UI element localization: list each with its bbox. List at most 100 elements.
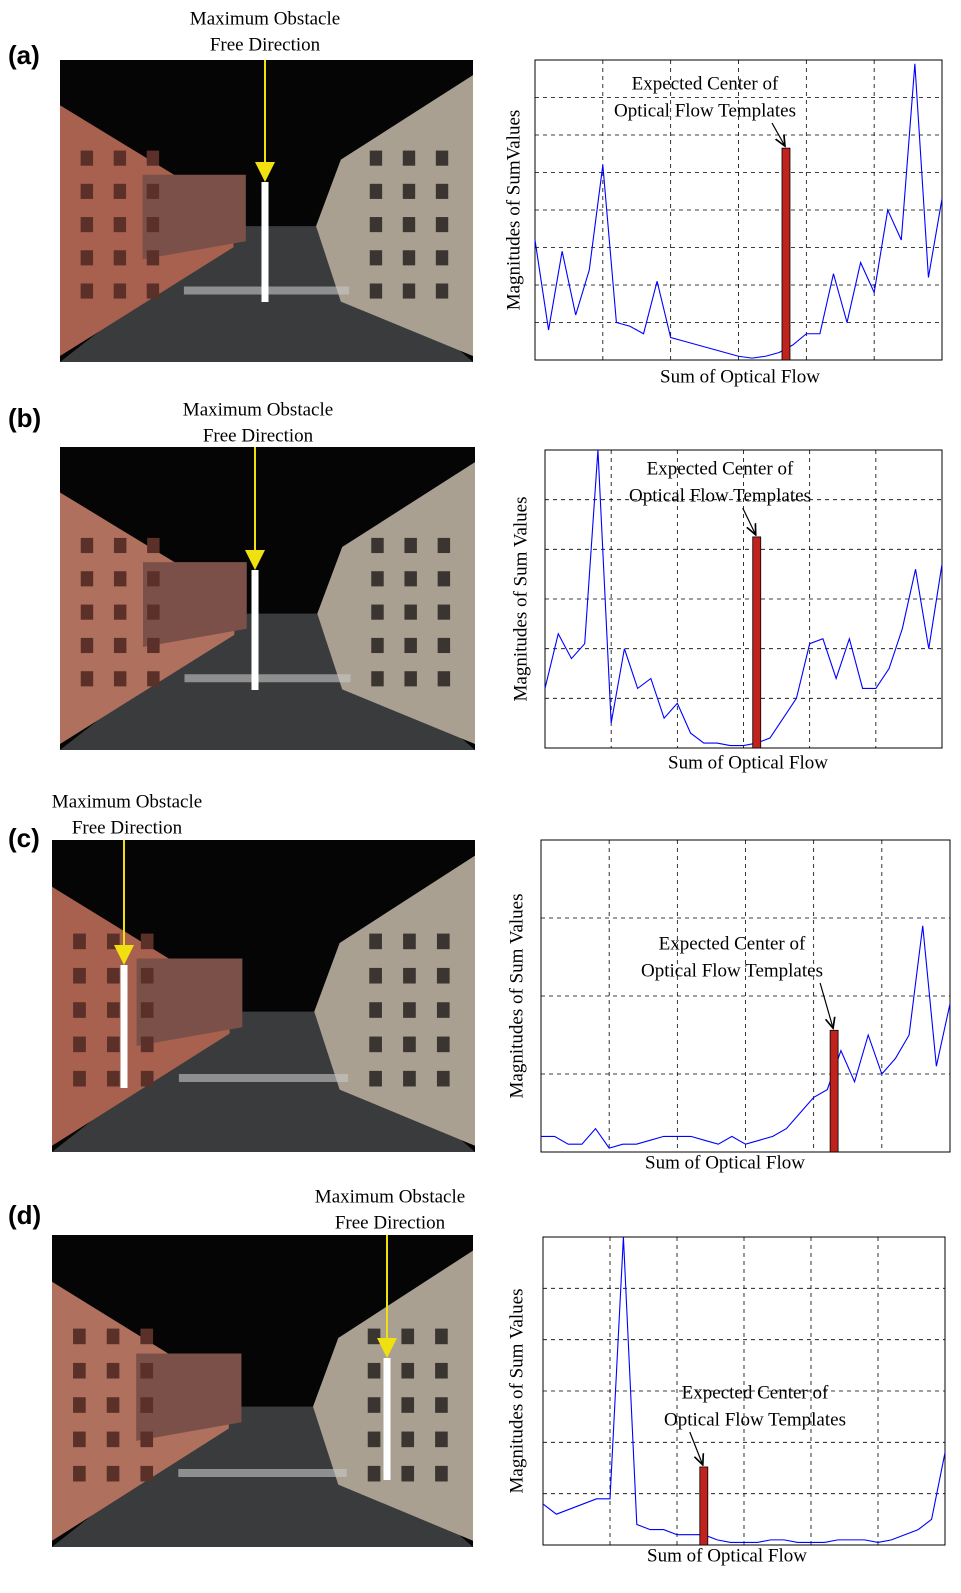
window bbox=[401, 1397, 414, 1413]
window bbox=[437, 968, 450, 984]
window bbox=[73, 1466, 86, 1482]
window bbox=[404, 538, 416, 553]
window bbox=[107, 934, 120, 950]
window bbox=[141, 1037, 154, 1053]
window bbox=[370, 217, 382, 232]
window bbox=[371, 638, 383, 653]
window bbox=[73, 934, 86, 950]
window bbox=[81, 151, 93, 166]
window bbox=[114, 638, 126, 653]
window bbox=[403, 1071, 416, 1087]
window bbox=[81, 250, 93, 265]
x-axis-label: Sum of Optical Flow bbox=[647, 1545, 807, 1566]
window bbox=[403, 1002, 416, 1018]
window bbox=[107, 1397, 120, 1413]
window bbox=[107, 1466, 120, 1482]
expected-center-bar bbox=[753, 537, 761, 748]
window bbox=[438, 638, 450, 653]
window bbox=[371, 671, 383, 686]
expected-center-bar bbox=[782, 148, 790, 360]
window bbox=[147, 217, 159, 232]
window bbox=[403, 1037, 416, 1053]
window bbox=[369, 1037, 382, 1053]
chart-annotation: Optical Flow Templates bbox=[614, 100, 796, 121]
window bbox=[141, 1071, 154, 1087]
image-annotation: Free Direction bbox=[210, 34, 321, 55]
window bbox=[371, 571, 383, 586]
window bbox=[114, 538, 126, 553]
window bbox=[73, 1037, 86, 1053]
chart-annotation: Expected Center of bbox=[632, 73, 779, 94]
window bbox=[114, 571, 126, 586]
window bbox=[81, 217, 93, 232]
chart-annotation: Optical Flow Templates bbox=[664, 1409, 846, 1430]
window bbox=[369, 968, 382, 984]
window bbox=[371, 605, 383, 620]
panel-label: (a) bbox=[8, 40, 40, 70]
y-axis-label: Magnitudes of Sum Values bbox=[510, 497, 531, 702]
window bbox=[114, 184, 126, 199]
x-axis-label: Sum of Optical Flow bbox=[668, 752, 828, 773]
chart-annotation: Optical Flow Templates bbox=[629, 485, 811, 506]
window bbox=[107, 1037, 120, 1053]
panel-label: (d) bbox=[8, 1200, 41, 1230]
window bbox=[107, 968, 120, 984]
window bbox=[114, 283, 126, 298]
window bbox=[436, 184, 448, 199]
expected-center-bar bbox=[830, 1030, 838, 1152]
window bbox=[140, 1432, 153, 1448]
window bbox=[81, 184, 93, 199]
window bbox=[403, 968, 416, 984]
window bbox=[107, 1363, 120, 1379]
window bbox=[401, 1432, 414, 1448]
y-axis-label: Magnitudes of Sum Values bbox=[506, 1289, 527, 1494]
chart-annotation: Expected Center of bbox=[659, 933, 806, 954]
window bbox=[141, 934, 154, 950]
window bbox=[107, 1432, 120, 1448]
window bbox=[147, 571, 159, 586]
window bbox=[401, 1329, 414, 1345]
window bbox=[114, 605, 126, 620]
panel-label: (b) bbox=[8, 403, 41, 433]
window bbox=[370, 151, 382, 166]
window bbox=[435, 1397, 448, 1413]
image-annotation: Maximum Obstacle bbox=[190, 8, 340, 29]
window bbox=[114, 151, 126, 166]
window bbox=[438, 671, 450, 686]
window bbox=[81, 571, 93, 586]
window bbox=[147, 605, 159, 620]
window bbox=[81, 538, 93, 553]
image-annotation: Maximum Obstacle bbox=[315, 1186, 465, 1207]
window bbox=[371, 538, 383, 553]
crosswalk bbox=[178, 1469, 346, 1477]
window bbox=[147, 638, 159, 653]
window bbox=[107, 1329, 120, 1345]
window bbox=[401, 1363, 414, 1379]
window bbox=[369, 1071, 382, 1087]
window bbox=[114, 217, 126, 232]
window bbox=[437, 1002, 450, 1018]
window bbox=[81, 283, 93, 298]
window bbox=[436, 217, 448, 232]
figure: (a) Maximum Obstacle Free Direction Expecte… bbox=[0, 0, 961, 1593]
window bbox=[435, 1466, 448, 1482]
window bbox=[436, 250, 448, 265]
window bbox=[436, 283, 448, 298]
window bbox=[438, 538, 450, 553]
window bbox=[401, 1466, 414, 1482]
window bbox=[114, 671, 126, 686]
window bbox=[147, 671, 159, 686]
image-annotation: Maximum Obstacle bbox=[52, 791, 202, 812]
window bbox=[435, 1363, 448, 1379]
window bbox=[404, 571, 416, 586]
window bbox=[147, 250, 159, 265]
image-annotation: Maximum Obstacle bbox=[183, 399, 333, 420]
window bbox=[73, 1329, 86, 1345]
chart-annotation: Optical Flow Templates bbox=[641, 960, 823, 981]
chart-annotation: Expected Center of bbox=[682, 1382, 829, 1403]
window bbox=[436, 151, 448, 166]
window bbox=[438, 605, 450, 620]
window bbox=[368, 1363, 381, 1379]
window bbox=[81, 605, 93, 620]
window bbox=[370, 283, 382, 298]
